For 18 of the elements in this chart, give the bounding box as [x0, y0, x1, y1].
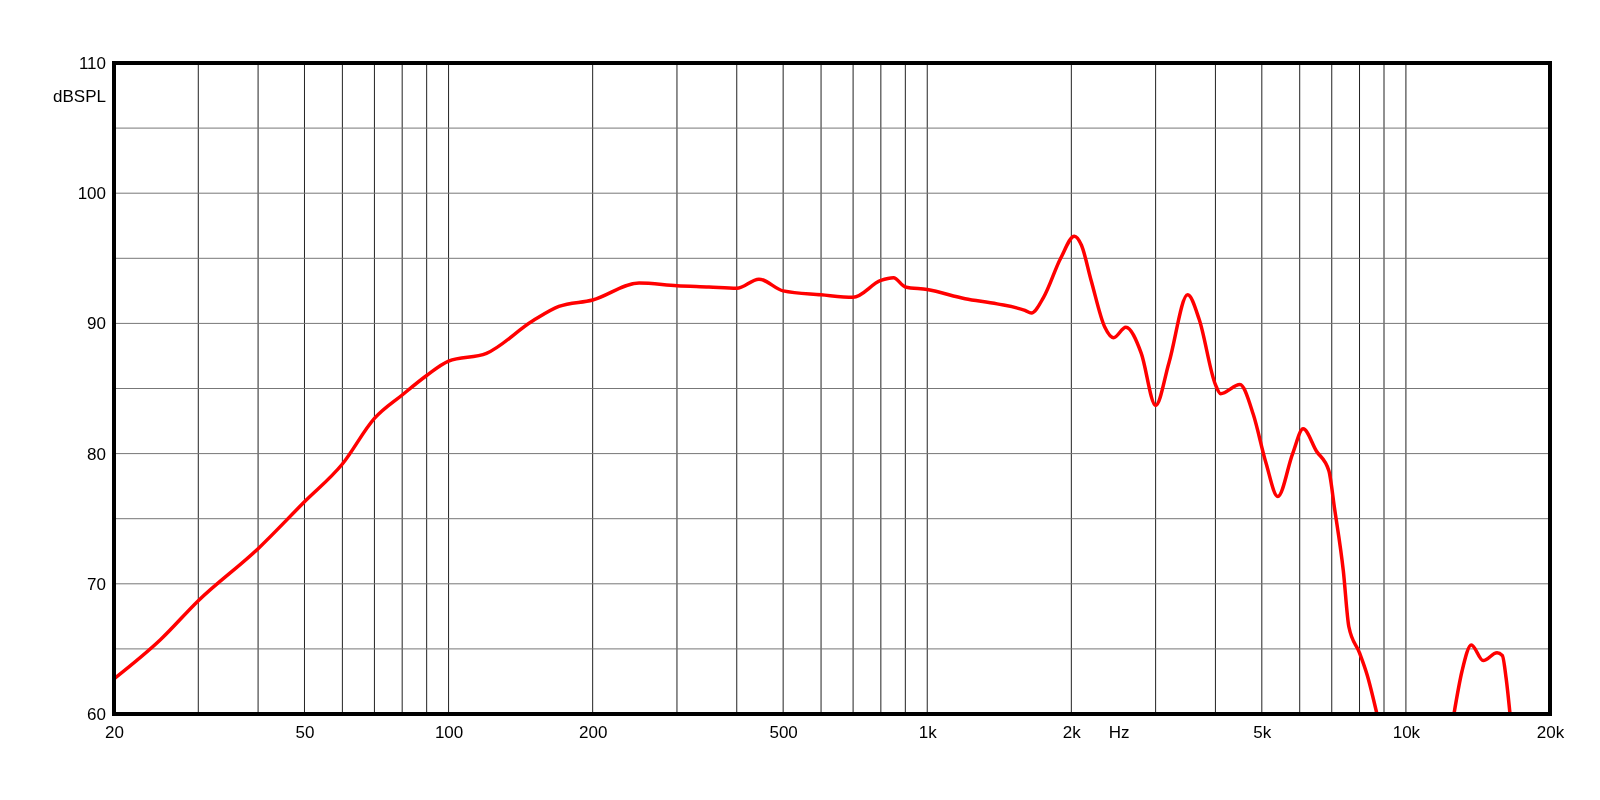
x-tick-label: 5k [1253, 723, 1272, 743]
y-tick-label: 100 [77, 184, 106, 204]
x-axis-title: Hz [1108, 723, 1130, 743]
x-tick-label: 100 [434, 723, 464, 743]
y-axis-title: dBSPL [53, 86, 106, 106]
y-tick-label: 80 [87, 444, 106, 464]
x-tick-label: 200 [578, 723, 608, 743]
x-tick-label: 50 [295, 723, 315, 743]
y-tick-label: 110 [78, 53, 106, 73]
y-tick-label: 60 [87, 704, 106, 724]
x-tick-label: 20 [105, 723, 124, 743]
y-tick-label: 90 [87, 314, 106, 334]
x-tick-label: 10k [1392, 723, 1421, 743]
x-tick-label: 2k [1062, 723, 1082, 743]
x-tick-label: 1k [918, 723, 938, 743]
y-tick-label: 70 [87, 574, 106, 594]
x-tick-label: 500 [769, 723, 798, 743]
x-tick-label: 20k [1536, 723, 1565, 743]
